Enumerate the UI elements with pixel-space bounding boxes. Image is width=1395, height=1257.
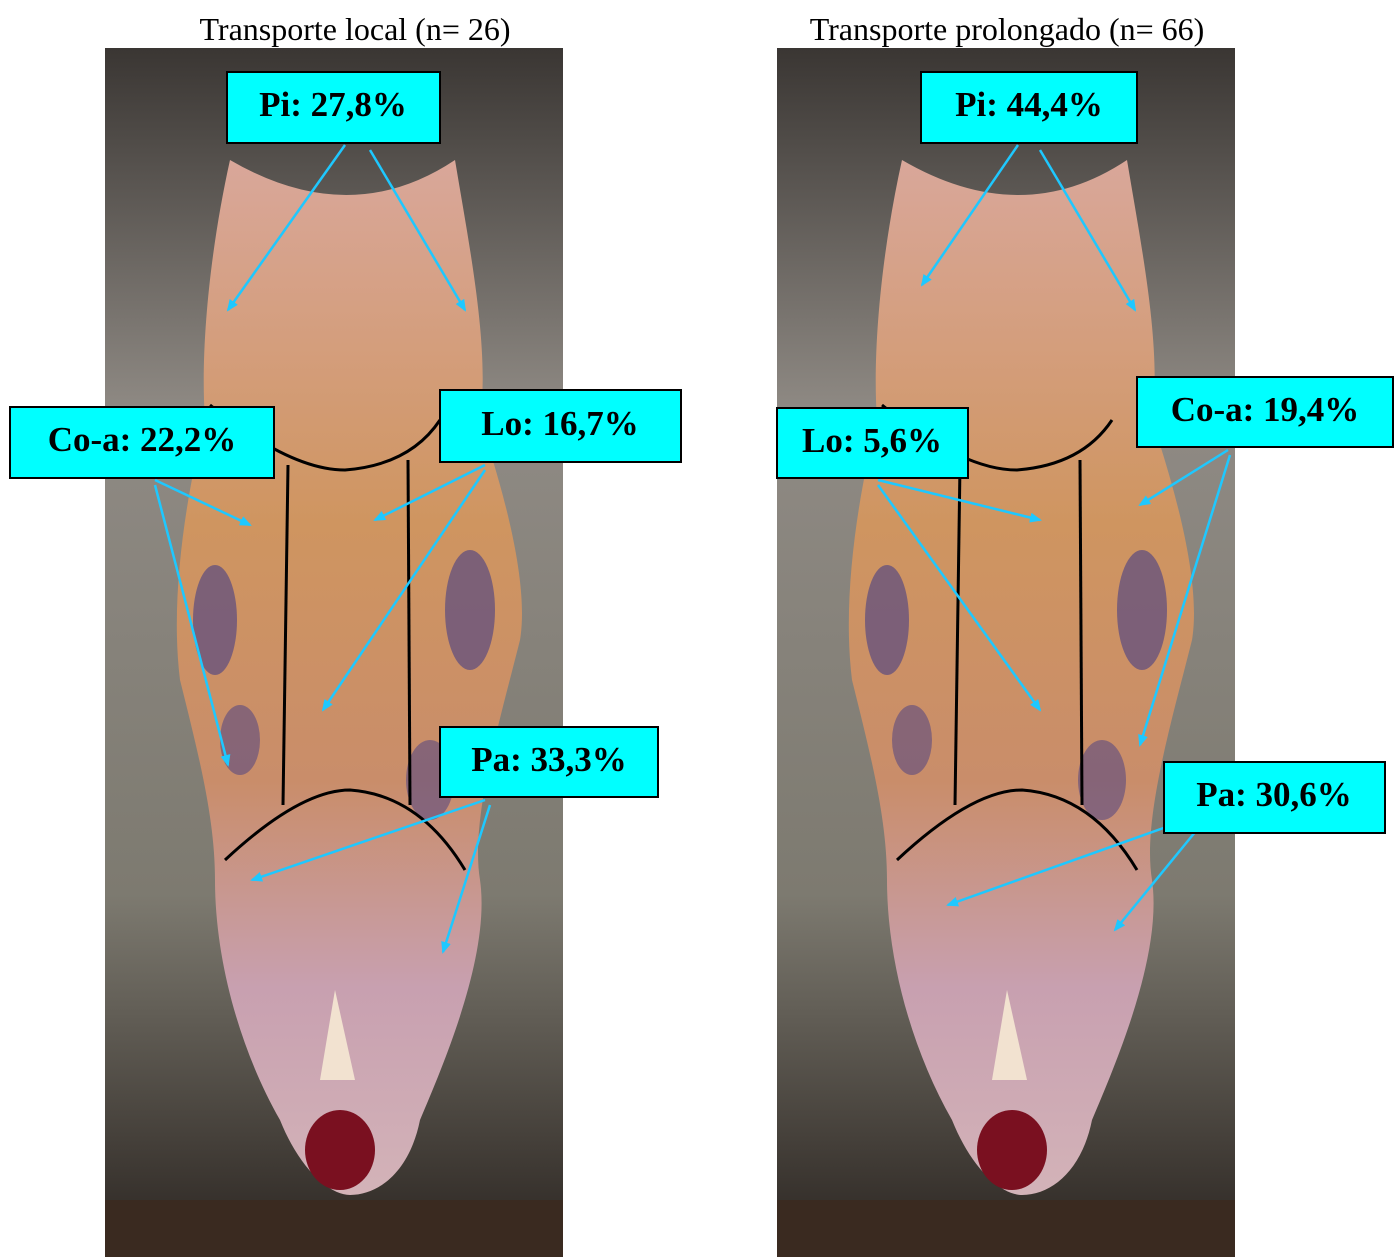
label: Lo: 5,6%: [802, 421, 942, 460]
panel-title: Transporte prolongado (n= 66): [810, 11, 1205, 47]
figure: Transporte local (n= 26) Pi: 27,8% Co-a:…: [0, 0, 1395, 1257]
carcass-photo: [105, 48, 563, 1257]
label: Pa: 30,6%: [1196, 775, 1352, 814]
label: Co-a: 22,2%: [48, 420, 237, 459]
panel-title: Transporte local (n= 26): [199, 11, 510, 47]
label: Pi: 44,4%: [955, 85, 1103, 124]
label: Co-a: 19,4%: [1171, 390, 1360, 429]
panel-prolonged: Transporte prolongado (n= 66) Pi: 44,4% …: [777, 11, 1393, 1257]
label: Lo: 16,7%: [481, 404, 639, 443]
panel-local: Transporte local (n= 26) Pi: 27,8% Co-a:…: [10, 11, 681, 1257]
label: Pi: 27,8%: [259, 85, 407, 124]
label: Pa: 33,3%: [471, 740, 627, 779]
carcass-photo: [777, 48, 1235, 1257]
